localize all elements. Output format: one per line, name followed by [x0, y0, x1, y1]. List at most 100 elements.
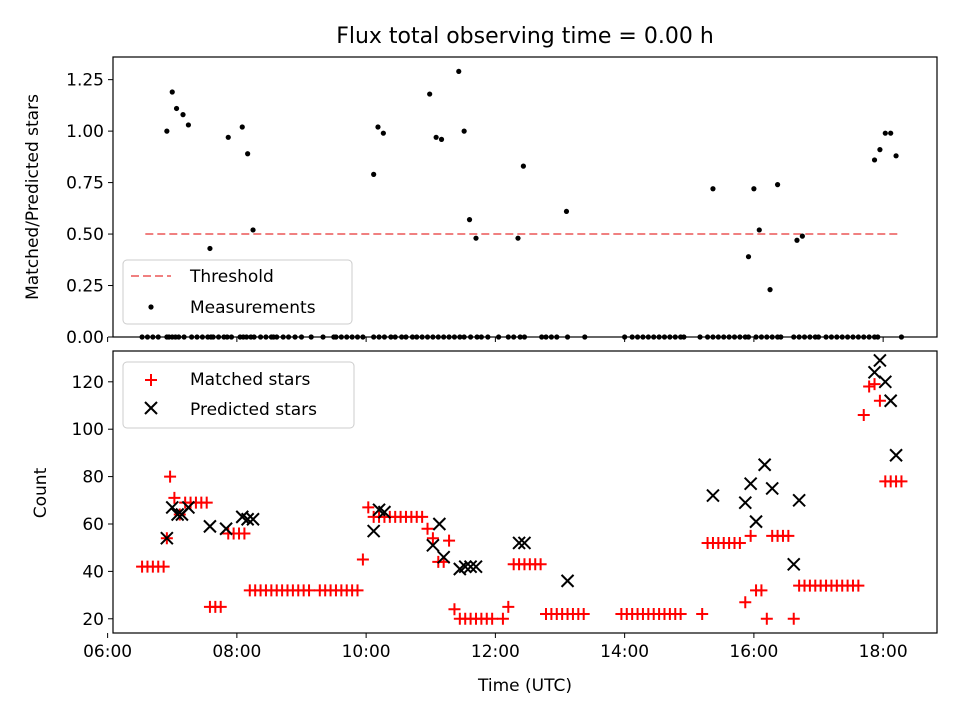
measurement-point	[543, 334, 549, 340]
measurement-point	[756, 227, 762, 233]
measurement-point	[150, 334, 156, 340]
predicted-point	[203, 519, 217, 534]
measurement-point	[751, 186, 757, 192]
measurement-point	[207, 245, 213, 252]
matched-point	[416, 510, 429, 523]
matched-point	[852, 579, 865, 592]
measurement-point	[564, 334, 571, 340]
measurement-point	[823, 334, 829, 340]
measurement-point	[882, 130, 888, 136]
measurement-point	[181, 334, 187, 340]
measurement-point	[360, 334, 366, 340]
top-y-ticks: 0.00 0.25 0.50 0.75 1.00 1.25	[66, 71, 113, 348]
y-tick-label: 120	[72, 373, 104, 393]
predicted-legend-swatch	[144, 401, 158, 415]
matched-point	[486, 612, 499, 625]
measurement-point	[403, 334, 409, 340]
measurement-point	[414, 334, 420, 340]
measurement-point	[582, 334, 588, 340]
matched-point	[351, 584, 364, 597]
measurements-legend-label: Measurements	[190, 298, 316, 318]
matched-legend-label: Matched stars	[190, 370, 310, 390]
measurement-point	[155, 334, 161, 340]
measurement-point	[554, 334, 560, 340]
predicted-point	[165, 500, 179, 515]
measurement-point	[710, 334, 716, 340]
measurement-point	[349, 334, 355, 340]
measurement-point	[799, 233, 805, 239]
measurement-point	[731, 334, 738, 340]
measurement-point	[505, 334, 511, 340]
y-tick-label: 20	[82, 610, 104, 630]
matched-point	[502, 600, 515, 613]
measurement-point	[672, 334, 678, 340]
measurement-point	[521, 334, 528, 340]
measurement-point	[169, 89, 175, 95]
matched-point	[238, 527, 251, 540]
y-tick-label: 0.50	[66, 225, 104, 245]
matched-point	[696, 608, 709, 621]
y-tick-label: 0.00	[66, 328, 104, 348]
measurement-point	[697, 334, 703, 340]
y-tick-label: 60	[82, 515, 104, 535]
measurement-point	[548, 334, 554, 340]
matched-point	[787, 612, 800, 625]
measurement-point	[210, 334, 216, 340]
measurement-point	[801, 334, 808, 340]
measurement-point	[710, 186, 716, 192]
x-tick-label: 12:00	[471, 642, 520, 662]
matched-point	[733, 536, 746, 549]
measurement-point	[753, 334, 759, 340]
measurement-point	[173, 105, 180, 112]
measurement-point	[651, 334, 657, 340]
bottom-plot: 20 40 60 80 100 120 06:00 08:00 10:00 12:00 14:00…	[31, 350, 938, 696]
matched-point	[448, 603, 461, 616]
predicted-point	[170, 507, 185, 522]
measurement-point	[875, 334, 881, 340]
measurement-point	[861, 334, 867, 340]
measurement-point	[629, 334, 635, 340]
measurement-point	[388, 334, 394, 340]
measurement-point	[243, 334, 250, 340]
measurement-point	[228, 334, 235, 340]
measurement-point	[199, 334, 206, 340]
measurement-point	[381, 334, 388, 340]
measurement-point	[893, 153, 899, 159]
top-marks	[139, 68, 905, 340]
predicted-point	[743, 476, 758, 491]
measurement-point	[438, 136, 445, 142]
measurement-point	[194, 334, 200, 340]
measurement-point	[376, 334, 382, 340]
matched-point	[214, 600, 227, 613]
measurement-point	[466, 217, 473, 223]
matched-point	[164, 470, 177, 483]
x-tick-label: 16:00	[729, 642, 778, 662]
predicted-point	[883, 394, 898, 408]
measurement-point	[180, 112, 186, 118]
measurement-point	[515, 235, 521, 241]
measurement-point	[640, 334, 646, 340]
measurement-point	[239, 124, 245, 130]
measurement-point	[474, 334, 480, 340]
matched-point	[303, 584, 316, 597]
measurement-point	[850, 334, 856, 340]
top-legend: Threshold Measurements	[122, 259, 353, 325]
measurement-point	[185, 122, 191, 128]
predicted-legend-label: Predicted stars	[190, 400, 317, 420]
measurement-point	[791, 334, 797, 340]
measurement-point	[468, 334, 474, 340]
bottom-x-ticks: 06:00 08:00 10:00 12:00 14:00 16:00 18:00	[83, 633, 908, 662]
measurement-point	[354, 334, 361, 340]
predicted-point	[873, 353, 887, 368]
measurement-point	[485, 334, 491, 340]
measurement-point	[320, 334, 326, 340]
measurement-point	[645, 334, 651, 340]
matched-point	[200, 496, 213, 509]
bottom-y-ticks: 20 40 60 80 100 120	[72, 373, 113, 630]
measurements-legend-swatch	[148, 304, 154, 310]
measurement-point	[745, 334, 752, 340]
predicted-point	[889, 448, 903, 462]
measurement-point	[898, 334, 905, 340]
predicted-point	[512, 536, 526, 550]
